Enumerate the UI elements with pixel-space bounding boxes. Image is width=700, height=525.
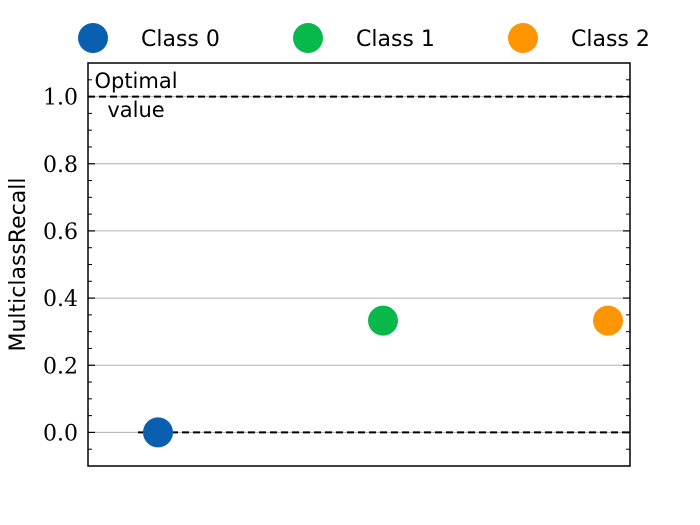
plot-frame [87, 62, 631, 467]
y-axis-ticks: 0.0 0.2 0.4 0.6 0.8 1.0 [43, 86, 630, 446]
y-tick-label: 0.2 [43, 354, 78, 379]
point-class-2 [593, 305, 623, 336]
legend-marker [508, 23, 538, 53]
y-axis-label: MulticlassRecall [6, 177, 31, 351]
annotation-line-2: value [107, 98, 164, 122]
legend-label: Class 1 [356, 27, 435, 52]
y-tick-label: 0.4 [43, 287, 78, 312]
y-axis-minor-ticks [88, 62, 630, 467]
legend: Class 0 Class 1 Class 2 [78, 23, 650, 53]
annotation-line-1: Optimal [94, 69, 177, 93]
y-tick-label: 0.6 [43, 220, 78, 245]
data-points [143, 305, 623, 448]
legend-item: Class 1 [293, 23, 435, 53]
legend-label: Class 2 [571, 27, 650, 52]
legend-label: Class 0 [141, 27, 220, 52]
legend-item: Class 2 [508, 23, 650, 53]
y-tick-label: 1.0 [43, 86, 78, 111]
grid-lines [88, 96, 630, 433]
point-class-0 [143, 417, 173, 448]
legend-marker [293, 23, 323, 53]
optimal-value-annotation: Optimal value [94, 69, 177, 122]
y-tick-label: 0.0 [43, 421, 78, 446]
legend-item: Class 0 [78, 23, 220, 53]
point-class-1 [368, 305, 398, 336]
reference-lines [88, 95, 630, 434]
y-tick-label: 0.8 [43, 153, 78, 178]
legend-marker [78, 23, 108, 53]
